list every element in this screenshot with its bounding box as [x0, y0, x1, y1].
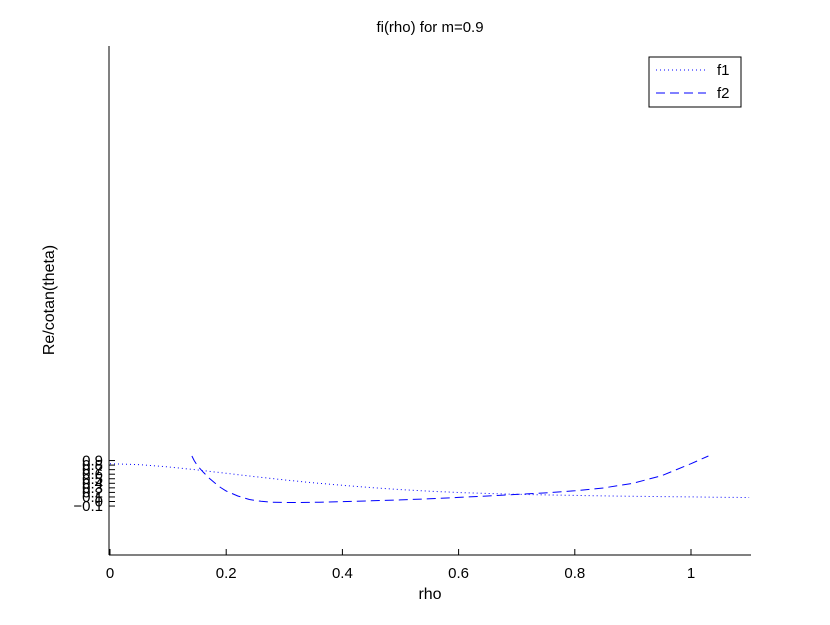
chart-title: fi(rho) for m=0.9	[376, 19, 483, 36]
y-tick-label: 0.5	[82, 471, 103, 488]
y-tick-label: 0.1	[82, 489, 103, 506]
y-axis-ticks: −0.100.10.20.30.40.50.60.70.80.9	[73, 453, 115, 515]
y-tick-label: 0	[95, 494, 103, 511]
y-tick-label: −0.1	[73, 498, 103, 515]
legend-label-f1: f1	[717, 62, 730, 79]
series-layer	[109, 455, 750, 503]
y-tick-label: 0.7	[82, 462, 103, 479]
series-line-f2	[191, 455, 709, 503]
y-tick-label: 0.2	[82, 484, 103, 501]
y-tick-label: 0.3	[82, 480, 103, 497]
y-tick-label: 0.9	[82, 453, 103, 470]
legend: f1 f2	[648, 56, 742, 108]
x-tick-label: 0.4	[332, 565, 353, 582]
legend-box	[648, 56, 742, 108]
y-tick-label: 0.4	[82, 475, 103, 492]
x-axis-label: rho	[418, 586, 441, 603]
series-line-f1	[109, 463, 750, 498]
y-axis-label: Re/cotan(theta)	[41, 245, 58, 355]
x-tick-label: 0.2	[216, 565, 237, 582]
x-axis-ticks: 0 0.2 0.4 0.6 0.8 1	[106, 549, 695, 582]
x-tick-label: 0	[106, 565, 114, 582]
x-tick-label: 0.6	[448, 565, 469, 582]
x-tick-label: 1	[687, 565, 695, 582]
y-tick-label: 0.6	[82, 466, 103, 483]
legend-label-f2: f2	[717, 85, 730, 102]
x-tick-label: 0.8	[564, 565, 585, 582]
y-tick-label: 0.8	[82, 457, 103, 474]
